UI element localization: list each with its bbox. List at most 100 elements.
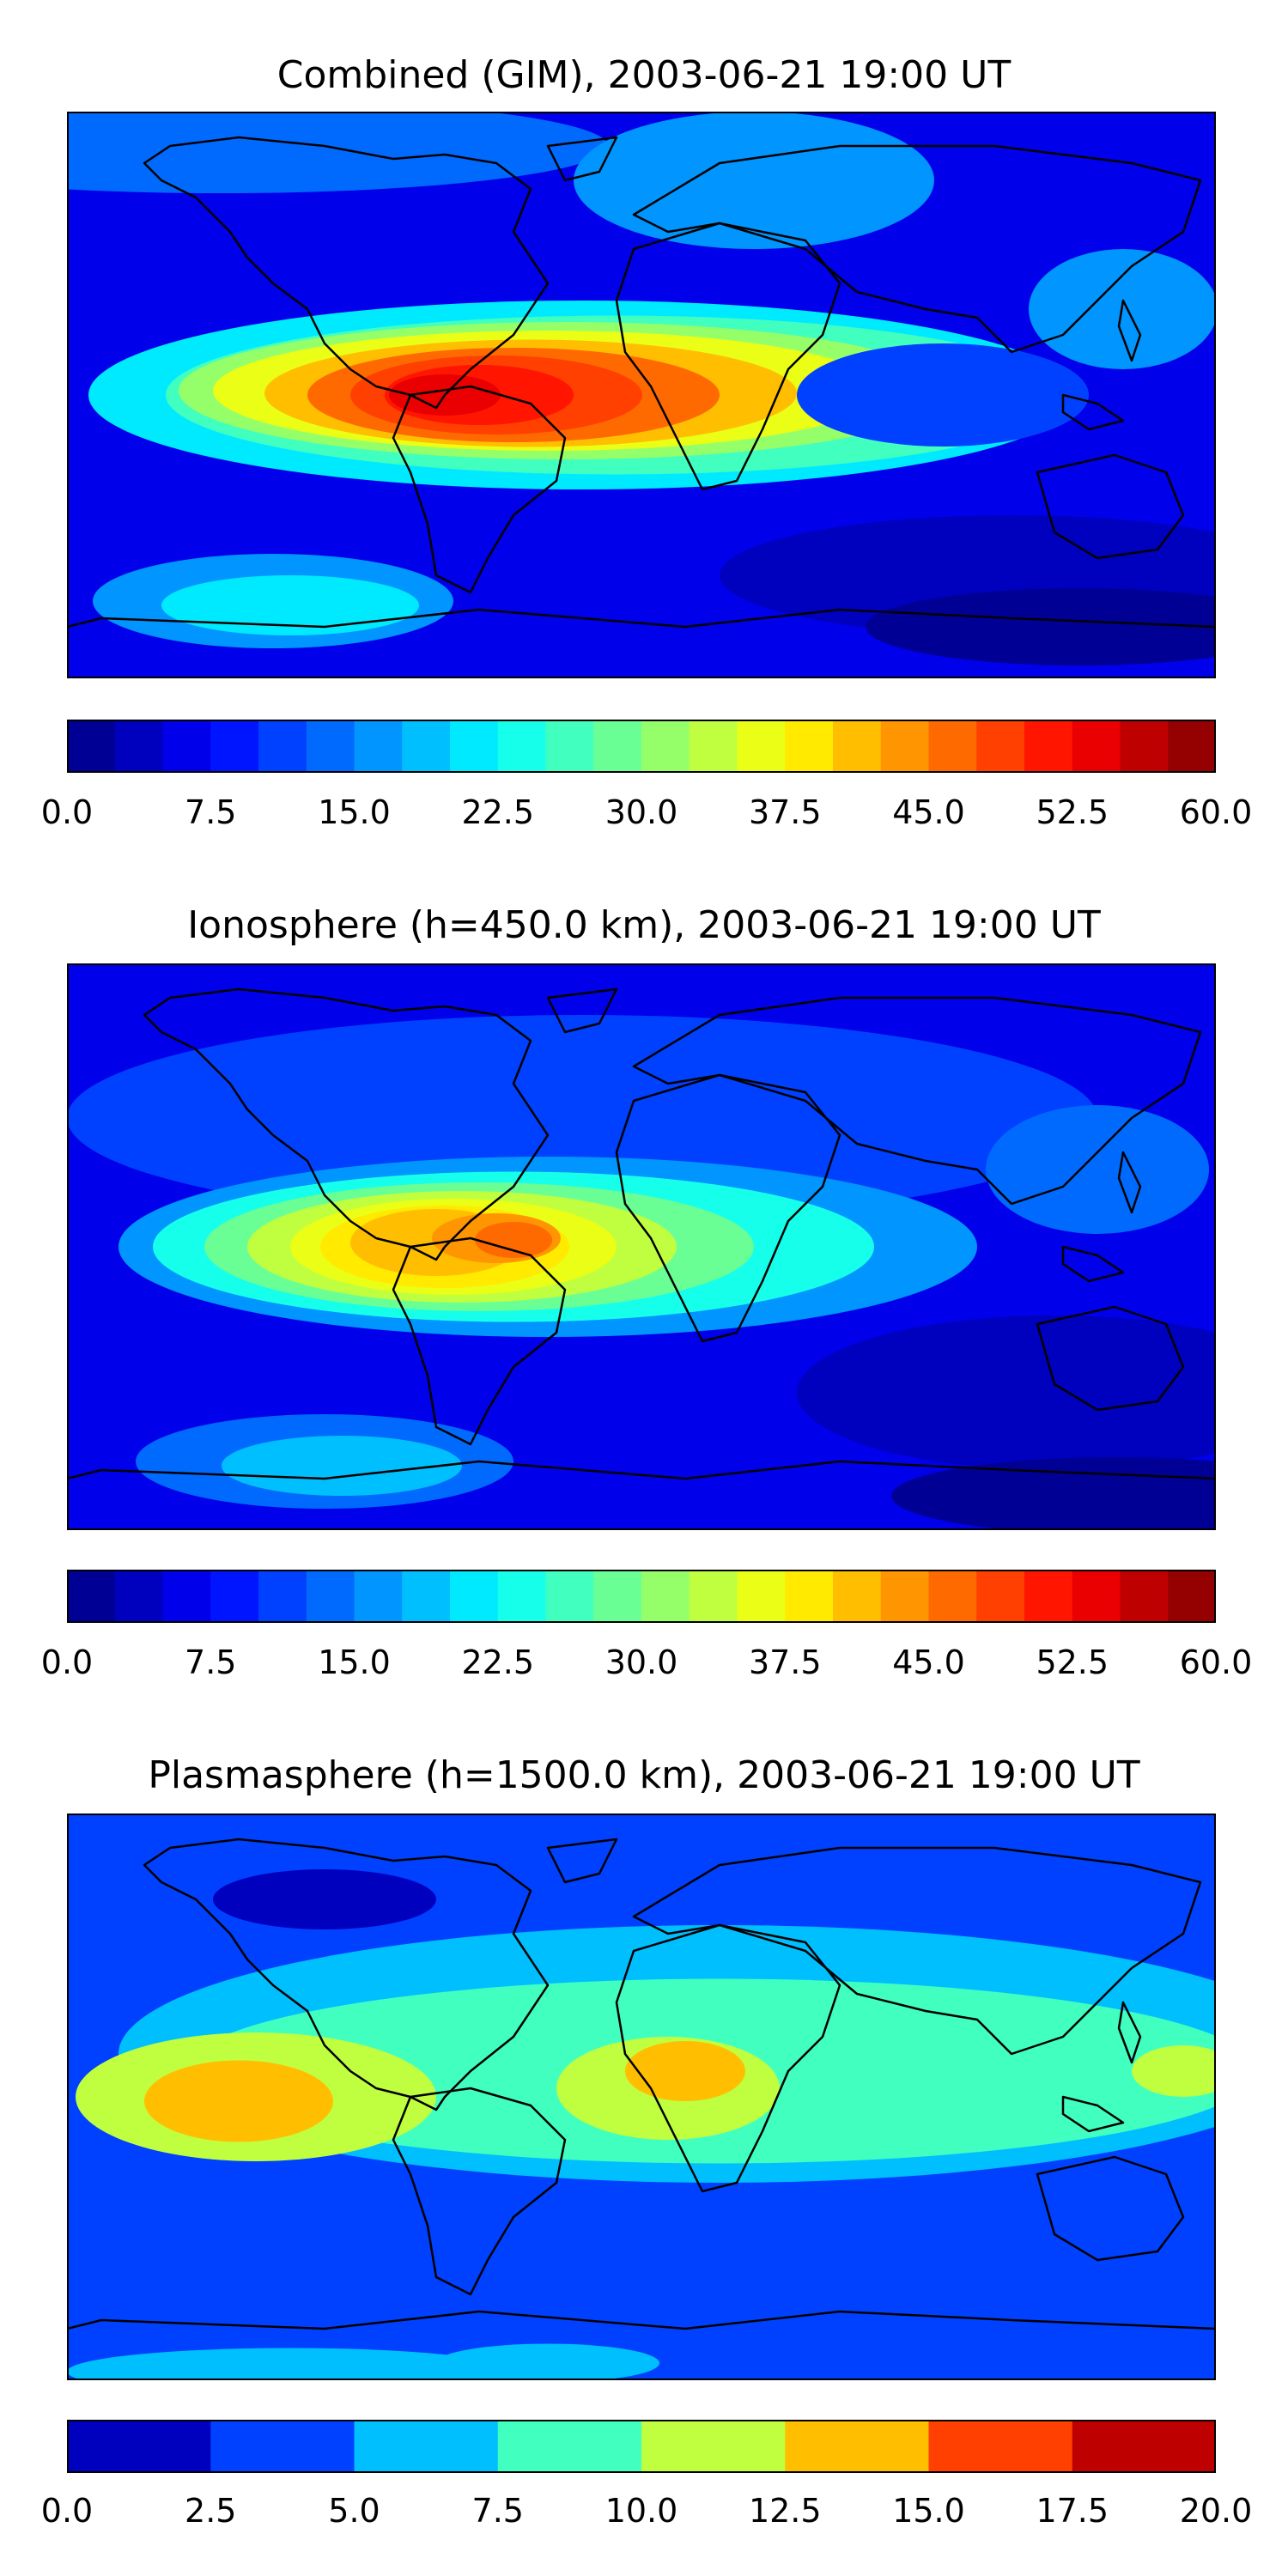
colorbar-tick: 0.0 <box>40 793 94 831</box>
coastline-path <box>1036 1305 1185 1412</box>
colorbar-segment <box>785 720 834 773</box>
colorbar-ionosphere <box>67 1570 1216 1623</box>
colorbar-plasmasphere <box>67 2420 1216 2473</box>
colorbar-tick: 20.0 <box>1179 2492 1253 2530</box>
colorbar-segment <box>1072 2420 1216 2473</box>
tec-contour-field <box>67 112 1216 678</box>
coastline-path <box>615 1923 841 2193</box>
colorbar-segment <box>689 1570 738 1623</box>
colorbar-tick: 5.0 <box>328 2492 380 2530</box>
coastline-path <box>1061 393 1125 431</box>
colorbar-segment <box>928 1570 977 1623</box>
colorbar-tick: 15.0 <box>318 793 391 831</box>
colorbar-svg <box>67 2420 1216 2473</box>
colorbar-segment <box>354 720 403 773</box>
colorbar-ticks-ionosphere: 0.0 7.5 15.0 22.5 30.0 37.5 45.0 52.5 60… <box>41 1640 1253 1692</box>
colorbar-tick: 52.5 <box>1036 793 1109 831</box>
coastline-path <box>546 987 618 1034</box>
colorbar-segment <box>1024 720 1073 773</box>
colorbar-segment <box>1120 720 1169 773</box>
colorbar-tick: 0.0 <box>40 1643 94 1681</box>
colorbar-segment <box>545 720 594 773</box>
colorbar-segment <box>67 1570 116 1623</box>
colorbar-segment <box>593 720 642 773</box>
colorbar-segment <box>402 720 451 773</box>
colorbar-segment <box>1072 1570 1121 1623</box>
colorbar-tick: 60.0 <box>1179 1643 1253 1681</box>
colorbar-segment <box>785 1570 834 1623</box>
colorbar-tick: 12.5 <box>748 2492 822 2530</box>
coastline-path <box>615 1073 841 1343</box>
colorbar-tick: 60.0 <box>1179 793 1253 831</box>
coastline-path <box>392 385 567 594</box>
colorbar-segment <box>497 720 547 773</box>
colorbar-segment <box>593 1570 642 1623</box>
colorbar-tick: 7.5 <box>185 793 237 831</box>
coastline-path <box>615 222 841 491</box>
coastline-path <box>1036 2155 1185 2262</box>
colorbar-tick: 2.5 <box>185 2492 237 2530</box>
coastline-path <box>632 144 1202 354</box>
colorbar-segment <box>67 720 116 773</box>
coastlines <box>67 987 1216 1530</box>
colorbar-tick: 15.0 <box>318 1643 391 1681</box>
coastline-path <box>143 1838 550 2111</box>
tec-contour-field <box>67 1814 1216 2380</box>
colorbar-segment <box>545 1570 594 1623</box>
coastline-path <box>67 1460 1216 1530</box>
coastlines <box>67 1838 1216 2380</box>
colorbar-svg <box>67 720 1216 773</box>
colorbar-tick: 7.5 <box>185 1643 237 1681</box>
coastline-path <box>1061 2095 1125 2133</box>
map-title: Ionosphere (h=450.0 km), 2003-06-21 19:0… <box>187 903 1101 947</box>
colorbar-tick: 22.5 <box>461 793 535 831</box>
colorbar-segment <box>1072 720 1121 773</box>
coastline-path <box>1061 1245 1125 1283</box>
colorbar-segment <box>1120 1570 1169 1623</box>
tec-map-ionosphere <box>67 963 1216 1530</box>
colorbar-segment <box>689 720 738 773</box>
coastline-path <box>546 136 618 182</box>
colorbar-segment <box>258 720 307 773</box>
colorbar-tick: 22.5 <box>461 1643 535 1681</box>
tec-map-combined <box>67 112 1216 678</box>
coastline-path <box>1036 453 1185 560</box>
coastline-path <box>1117 1151 1142 1214</box>
colorbar-segment <box>162 1570 211 1623</box>
colorbar-tick: 15.0 <box>892 2492 965 2530</box>
colorbar-tick: 30.0 <box>605 793 678 831</box>
colorbar-svg <box>67 1570 1216 1623</box>
map-title: Combined (GIM), 2003-06-21 19:00 UT <box>276 53 1012 97</box>
colorbar-segment <box>497 2420 642 2473</box>
colorbar-segment <box>210 2420 355 2473</box>
colorbar-tick: 52.5 <box>1036 1643 1109 1681</box>
colorbar-segment <box>1024 1570 1073 1623</box>
colorbar-segment <box>114 1570 164 1623</box>
tec-map-plasmasphere <box>67 1814 1216 2380</box>
colorbar-segment <box>833 720 882 773</box>
coastline-path <box>632 1846 1202 2056</box>
colorbar-segment <box>880 1570 930 1623</box>
colorbar-segment <box>210 1570 259 1623</box>
coastline-path <box>67 2310 1216 2380</box>
colorbar-tick: 37.5 <box>748 793 822 831</box>
colorbar-tick: 37.5 <box>748 1643 822 1681</box>
colorbar-segment <box>354 2420 499 2473</box>
colorbar-ticks-plasmasphere: 0.0 2.5 5.0 7.5 10.0 12.5 15.0 17.5 20.0 <box>41 2488 1253 2540</box>
coastline-path <box>1117 2001 1142 2064</box>
colorbar-segment <box>737 1570 786 1623</box>
colorbar-segment <box>450 720 499 773</box>
colorbar-combined <box>67 720 1216 773</box>
colorbar-tick: 45.0 <box>892 1643 965 1681</box>
colorbar-segment <box>497 1570 547 1623</box>
coastline-path <box>67 608 1216 678</box>
colorbar-segment <box>67 2420 211 2473</box>
colorbar-segment <box>880 720 930 773</box>
colorbar-segment <box>402 1570 451 1623</box>
colorbar-tick: 10.0 <box>605 2492 678 2530</box>
colorbar-segment <box>976 1570 1025 1623</box>
colorbar-segment <box>641 1570 690 1623</box>
colorbar-segment <box>737 720 786 773</box>
colorbar-segment <box>114 720 164 773</box>
colorbar-segment <box>1168 1570 1216 1623</box>
